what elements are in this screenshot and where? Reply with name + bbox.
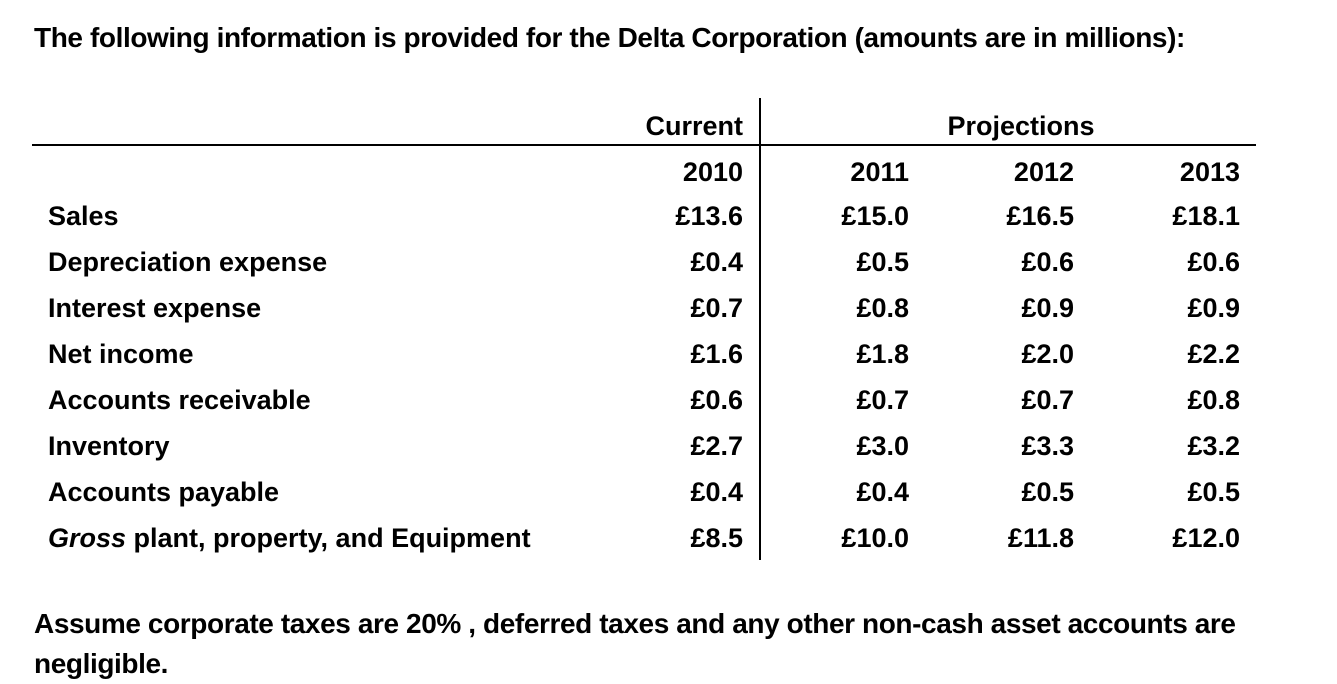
row-label-net-income: Net income — [48, 339, 194, 369]
table-cell: £0.4 — [690, 247, 743, 277]
table-cell: £0.7 — [856, 385, 909, 415]
table-cell: £16.5 — [1006, 201, 1074, 231]
financial-table: Current Projections 2010 2011 2012 2013 … — [32, 98, 1256, 560]
table-cell: £3.2 — [1187, 431, 1240, 461]
header-projections: Projections — [947, 111, 1095, 141]
table-cell: £2.7 — [690, 431, 743, 461]
row-label-inventory: Inventory — [48, 431, 170, 461]
table-cell: £0.5 — [1187, 477, 1240, 507]
table-cell: £0.9 — [1187, 293, 1240, 323]
table-cell: £10.0 — [841, 523, 909, 553]
table-cell: £0.7 — [1021, 385, 1074, 415]
table-cell: £0.5 — [856, 247, 909, 277]
table-cell: £0.6 — [1021, 247, 1074, 277]
intro-text: The following information is provided fo… — [34, 22, 1185, 53]
table-cell: £0.4 — [856, 477, 909, 507]
row-label-accounts-payable: Accounts payable — [48, 477, 280, 507]
table-cell: £12.0 — [1172, 523, 1240, 553]
year-2011: 2011 — [850, 157, 909, 187]
table-cell: £11.8 — [1007, 523, 1074, 553]
table-cell: £0.7 — [690, 293, 743, 323]
row-label-depreciation: Depreciation expense — [48, 247, 328, 277]
table-cell: £2.2 — [1187, 339, 1240, 369]
year-2010: 2010 — [682, 157, 743, 187]
table-cell: £3.3 — [1021, 431, 1074, 461]
table-cell: £0.5 — [1021, 477, 1074, 507]
row-label-gross-rest: plant, property, and Equipment — [126, 523, 531, 553]
header-divider — [32, 144, 1256, 146]
table-cell: £18.1 — [1172, 201, 1240, 231]
table-cell: £2.0 — [1021, 339, 1074, 369]
table-cell: £0.9 — [1021, 293, 1074, 323]
header-current: Current — [645, 111, 743, 141]
row-label-gross-word: Gross — [48, 523, 127, 553]
assumption-text: Assume corporate taxes are 20% , deferre… — [34, 608, 1236, 679]
table-cell: £8.5 — [690, 523, 743, 553]
table-cell: £13.6 — [675, 201, 743, 231]
table-cell: £1.8 — [856, 339, 909, 369]
table-cell: £0.4 — [690, 477, 743, 507]
table-cell: £15.0 — [841, 201, 909, 231]
column-divider — [759, 98, 761, 560]
table-cell: £0.6 — [1187, 247, 1240, 277]
row-label-gross-ppe: Gross plant, property, and Equipment — [48, 522, 531, 554]
table-cell: £3.0 — [856, 431, 909, 461]
table-cell: £1.6 — [690, 339, 743, 369]
row-label-interest: Interest expense — [48, 293, 262, 323]
row-label-accounts-receivable: Accounts receivable — [48, 385, 311, 415]
year-2013: 2013 — [1179, 157, 1240, 187]
table-cell: £0.8 — [856, 293, 909, 323]
table-cell: £0.6 — [690, 385, 743, 415]
row-label-sales: Sales — [48, 201, 119, 231]
year-2012: 2012 — [1013, 157, 1074, 187]
table-cell: £0.8 — [1187, 385, 1240, 415]
